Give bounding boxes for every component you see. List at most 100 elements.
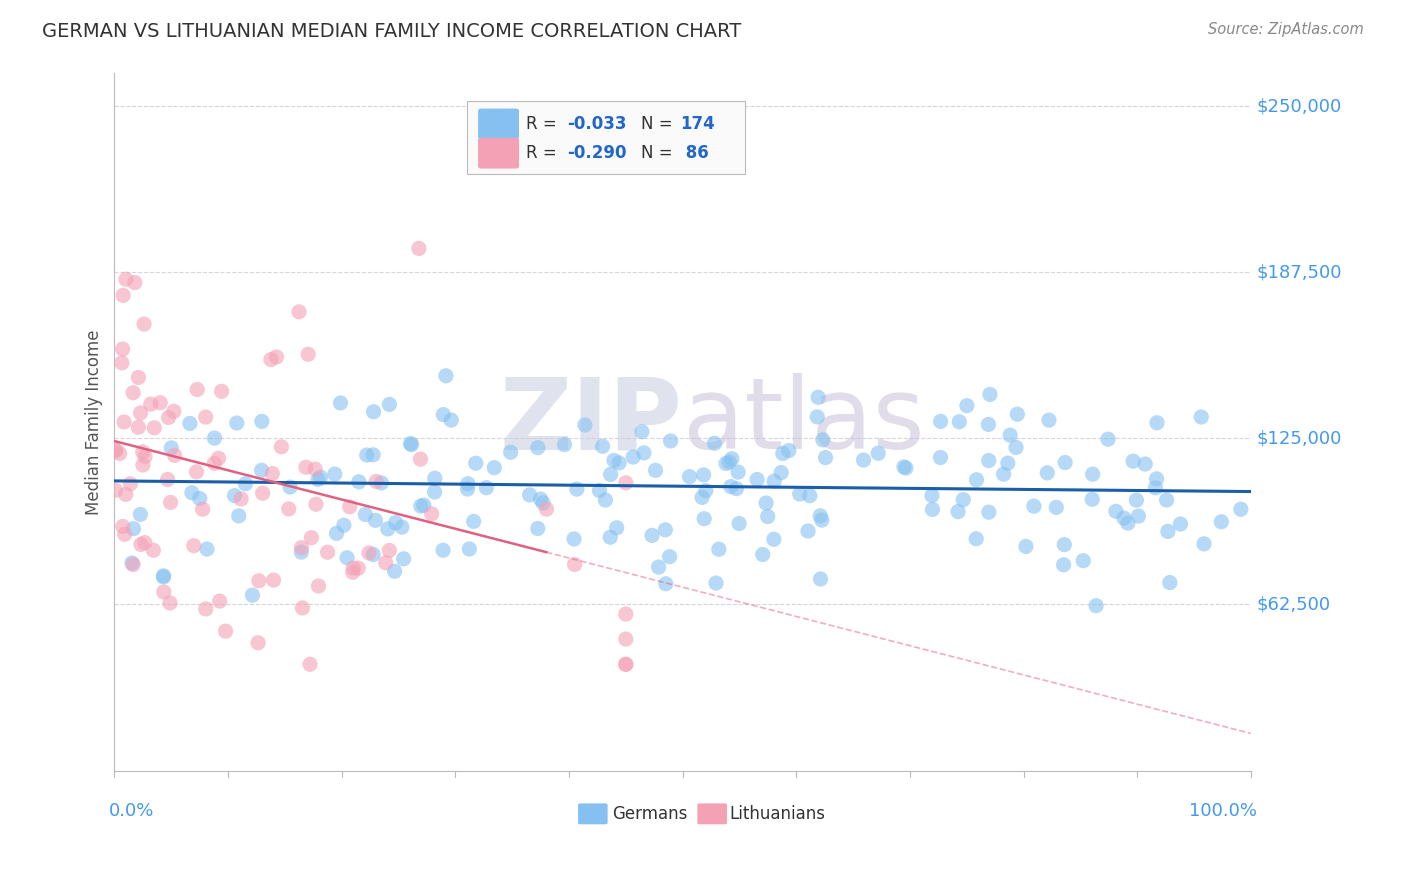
Point [599,530,621,544]
Point [247,574,270,588]
Point [621,450,644,464]
Point [374,556,396,570]
Point [104,483,127,498]
Text: R =: R = [526,115,562,133]
FancyBboxPatch shape [697,804,727,824]
Point [440,413,463,427]
Point [399,436,422,450]
Point [356,448,378,462]
Point [247,636,270,650]
Point [607,456,630,470]
Point [204,456,226,470]
Point [347,475,370,489]
Point [423,471,446,485]
Point [721,451,744,466]
Point [755,496,778,510]
Point [159,495,181,509]
Point [132,445,155,459]
Point [475,481,498,495]
Point [250,463,273,477]
Point [290,541,312,555]
Point [631,425,654,439]
Point [159,596,181,610]
Point [725,482,748,496]
Point [361,448,384,462]
Text: 86: 86 [681,145,709,162]
Point [325,526,347,541]
Point [104,443,127,458]
Point [250,414,273,428]
Point [278,480,301,494]
Point [111,519,134,533]
Point [641,528,664,542]
Point [921,489,943,503]
Point [423,485,446,500]
Point [108,446,131,460]
Text: -0.290: -0.290 [567,145,626,162]
Point [592,439,614,453]
Point [553,437,575,451]
Point [114,487,136,501]
Point [707,542,730,557]
Point [659,434,682,448]
Point [1135,457,1157,471]
Point [336,550,359,565]
Point [751,548,773,562]
Point [339,500,361,514]
Point [214,624,236,639]
Point [262,467,284,481]
Point [127,420,149,434]
Point [122,385,145,400]
Point [595,493,617,508]
Point [188,491,211,506]
Text: ZIP: ZIP [499,373,683,470]
Point [763,474,786,488]
Point [606,521,628,535]
Point [299,657,322,672]
Point [420,507,443,521]
Point [208,594,231,608]
Point [658,549,681,564]
Text: 174: 174 [681,115,716,133]
Point [457,482,479,496]
Point [152,569,174,583]
Point [357,546,380,560]
Text: N =: N = [641,145,678,162]
Point [361,548,384,562]
Point [806,409,828,424]
Point [633,446,655,460]
Point [1170,516,1192,531]
Point [614,475,637,490]
Point [354,508,377,522]
Text: 0.0%: 0.0% [108,802,155,820]
Point [614,657,637,672]
Point [868,446,890,460]
Text: Lithuanians: Lithuanians [730,805,825,822]
Point [409,452,432,467]
Point [745,473,768,487]
Point [727,465,749,479]
Point [1005,441,1028,455]
Point [134,535,156,549]
Point [260,352,283,367]
Point [391,520,413,534]
Point [799,489,821,503]
Point [966,473,988,487]
Point [384,516,406,530]
Point [979,387,1001,401]
Point [703,436,725,450]
Point [1146,472,1168,486]
Point [124,276,146,290]
Text: 100.0%: 100.0% [1188,802,1257,820]
Point [228,508,250,523]
Point [603,453,626,467]
Point [929,450,952,465]
Point [1045,500,1067,515]
Point [531,496,554,510]
Point [565,482,588,496]
Point [263,573,285,587]
Point [756,509,779,524]
Point [121,556,143,570]
Text: $125,000: $125,000 [1257,429,1341,448]
Point [408,241,430,255]
